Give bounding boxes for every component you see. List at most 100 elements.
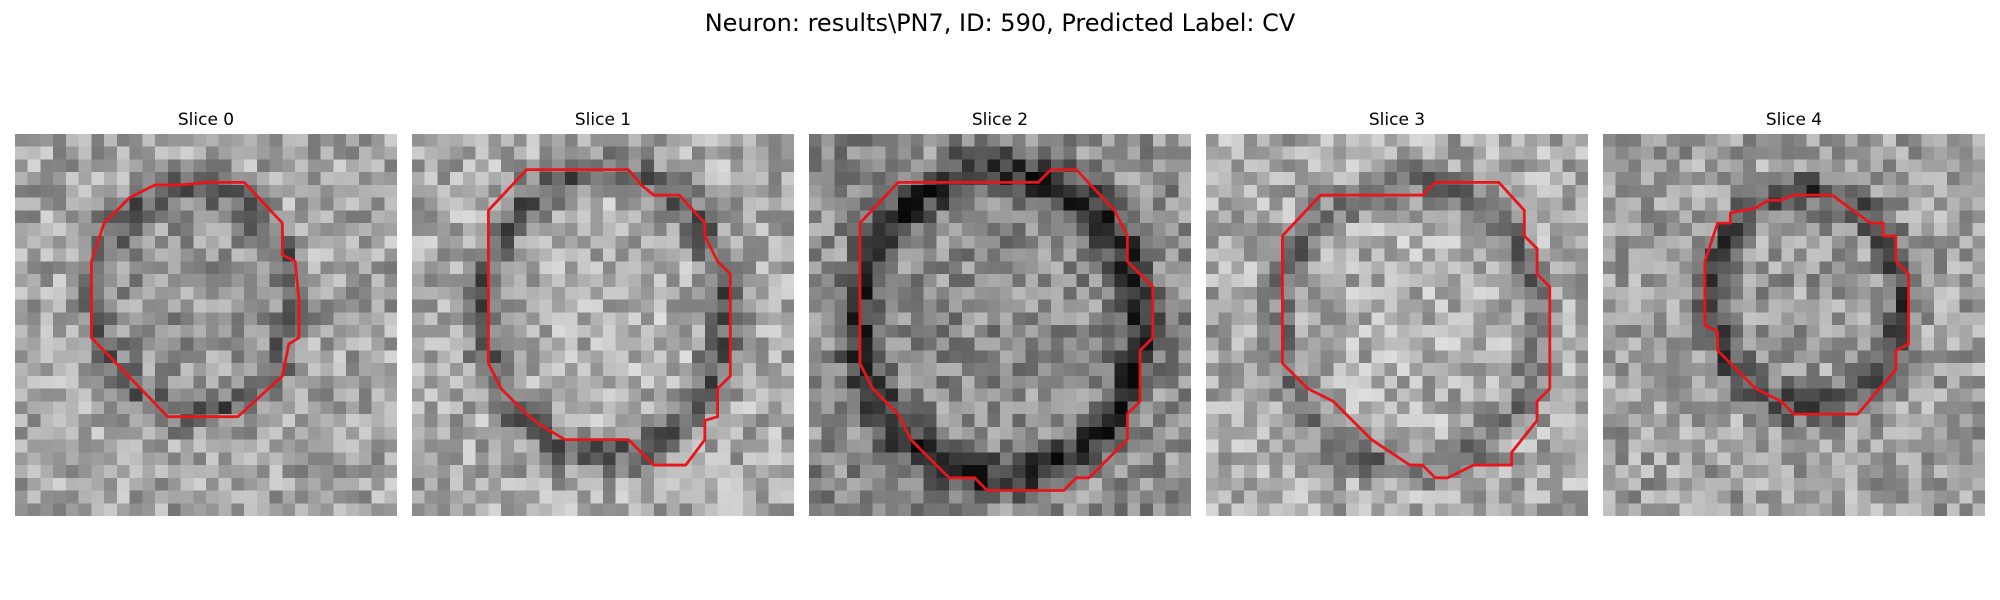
pixel [1333, 503, 1347, 516]
pixel [1934, 312, 1948, 326]
pixel [1883, 452, 1897, 466]
pixel [295, 172, 309, 186]
pixel [1498, 197, 1512, 211]
pixel [590, 426, 604, 440]
pixel [1422, 477, 1436, 491]
pixel [1333, 375, 1347, 389]
pixel [603, 235, 616, 249]
pixel [1704, 426, 1718, 440]
pixel [1575, 235, 1588, 249]
pixel [743, 452, 757, 466]
pixel [526, 146, 540, 160]
pixel [834, 350, 848, 364]
pixel [358, 477, 372, 491]
pixel [1282, 184, 1296, 198]
pixel [116, 350, 130, 364]
pixel [692, 503, 706, 516]
pixel [1883, 197, 1897, 211]
pixel [256, 363, 270, 377]
pixel [1282, 465, 1296, 479]
pixel [450, 274, 464, 288]
pixel [590, 248, 604, 262]
pixel [1152, 274, 1166, 288]
pixel [142, 337, 156, 351]
pixel [1781, 414, 1795, 428]
pixel [885, 223, 899, 237]
pixel [1549, 210, 1563, 224]
pixel [526, 503, 540, 516]
pixel [1615, 426, 1629, 440]
pixel [1666, 235, 1680, 249]
pixel [1447, 299, 1461, 313]
pixel [1256, 401, 1270, 415]
pixel [872, 261, 886, 275]
pixel [1511, 337, 1525, 351]
pixel [1679, 414, 1693, 428]
pixel [577, 490, 591, 504]
pixel [269, 286, 283, 300]
pixel [1295, 134, 1309, 147]
pixel [885, 452, 899, 466]
pixel [269, 388, 283, 402]
pixel [1549, 388, 1563, 402]
pixel [1346, 375, 1360, 389]
pixel [679, 401, 693, 415]
pixel [666, 299, 680, 313]
pixel [809, 426, 822, 440]
pixel [1076, 388, 1090, 402]
pixel [1575, 299, 1588, 313]
pixel [834, 299, 848, 313]
pixel [1806, 477, 1820, 491]
pixel [475, 210, 489, 224]
pixel [1537, 337, 1551, 351]
pixel [1218, 388, 1232, 402]
pixel [949, 375, 963, 389]
pixel [885, 388, 899, 402]
pixel [936, 337, 950, 351]
pixel [1384, 477, 1398, 491]
pixel [193, 286, 207, 300]
pixel [53, 452, 67, 466]
pixel [641, 312, 655, 326]
pixel [1549, 134, 1563, 147]
pixel [256, 286, 270, 300]
pixel [859, 286, 873, 300]
pixel [1908, 414, 1922, 428]
pixel [961, 337, 975, 351]
pixel [1320, 426, 1334, 440]
pixel [1511, 401, 1525, 415]
pixel [1063, 490, 1077, 504]
pixel [1730, 388, 1744, 402]
pixel [987, 248, 1001, 262]
pixel [679, 223, 693, 237]
pixel [384, 350, 397, 364]
pixel [1946, 197, 1960, 211]
pixel [1089, 261, 1103, 275]
pixel [885, 439, 899, 453]
pixel [768, 350, 782, 364]
pixel [244, 414, 258, 428]
pixel [1025, 286, 1039, 300]
pixel [1269, 490, 1283, 504]
pixel [666, 197, 680, 211]
pixel [910, 261, 924, 275]
pixel [859, 439, 873, 453]
pixel [231, 274, 245, 288]
pixel [1511, 248, 1525, 262]
slice-2-image [809, 134, 1191, 516]
pixel [358, 312, 372, 326]
pixel [743, 439, 757, 453]
pixel [974, 363, 988, 377]
pixel [1409, 286, 1423, 300]
pixel [78, 350, 92, 364]
pixel [91, 477, 105, 491]
pixel [1819, 401, 1833, 415]
pixel [282, 388, 296, 402]
pixel [1447, 337, 1461, 351]
pixel [847, 235, 861, 249]
pixel [1295, 401, 1309, 415]
pixel [15, 465, 28, 479]
pixel [755, 134, 769, 147]
pixel [320, 375, 334, 389]
pixel [15, 363, 28, 377]
